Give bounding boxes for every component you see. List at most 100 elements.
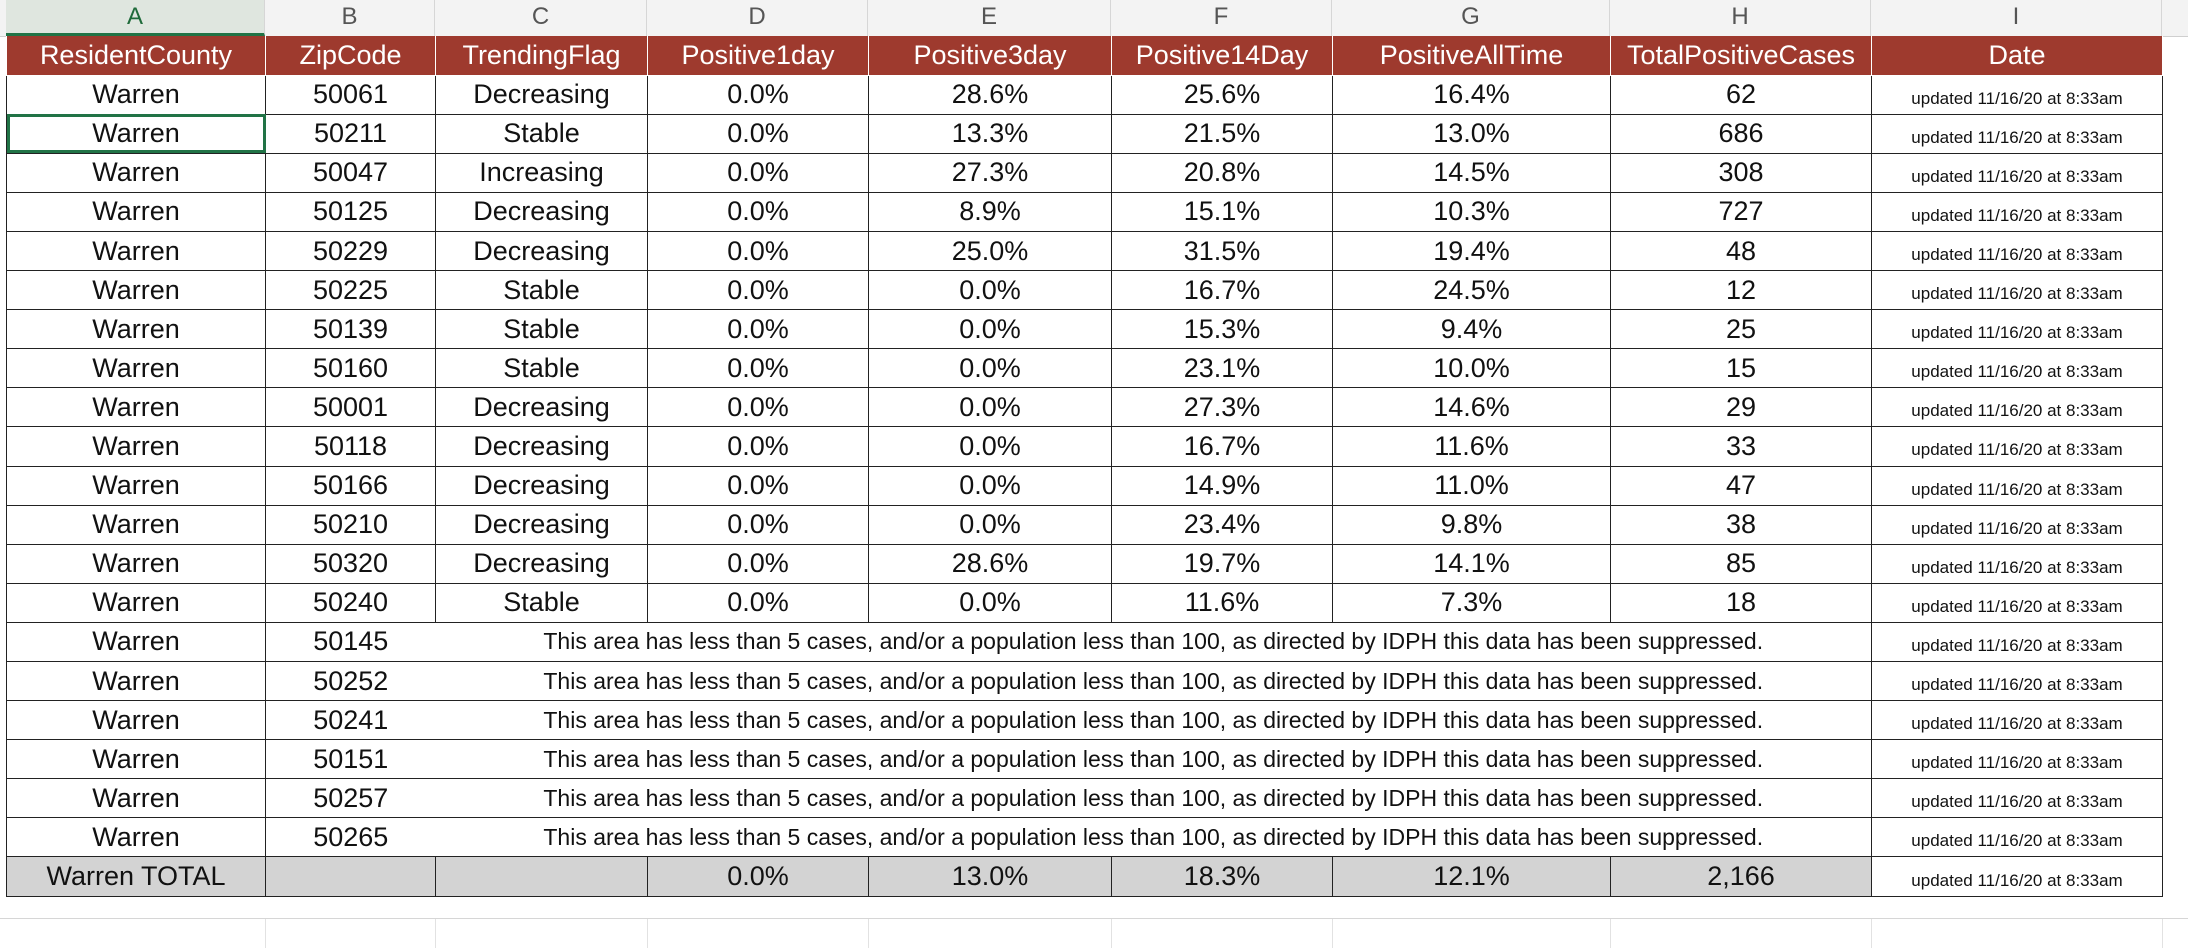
- cell-date[interactable]: updated 11/16/20 at 8:33am: [1871, 778, 2163, 819]
- cell-positive-3day[interactable]: 28.6%: [868, 543, 1112, 584]
- cell-positive-14day[interactable]: 19.7%: [1111, 543, 1333, 584]
- cell-zip-code[interactable]: 50145: [265, 621, 436, 663]
- cell-date[interactable]: updated 11/16/20 at 8:33am: [1871, 739, 2163, 780]
- cell-total-positive-cases[interactable]: 15: [1610, 348, 1872, 389]
- cell-date[interactable]: updated 11/16/20 at 8:33am: [1871, 817, 2163, 858]
- cell-zip-code[interactable]: 50001: [265, 387, 436, 428]
- cell-trending-flag[interactable]: Decreasing: [435, 426, 648, 467]
- cell-trending-flag[interactable]: Decreasing: [435, 543, 648, 584]
- cell-positive-all-time[interactable]: 7.3%: [1332, 582, 1611, 623]
- cell-positive-1day[interactable]: 0.0%: [647, 230, 869, 272]
- cell-trending-flag[interactable]: Decreasing: [435, 191, 648, 232]
- cell-positive-1day[interactable]: 0.0%: [647, 582, 869, 623]
- suppression-note[interactable]: This area has less than 5 cases, and/or …: [435, 660, 1872, 702]
- cell-positive-3day[interactable]: 0.0%: [868, 465, 1112, 506]
- cell-positive-1day[interactable]: 0.0%: [647, 152, 869, 193]
- cell-zip-code[interactable]: 50265: [265, 817, 436, 858]
- total-date[interactable]: updated 11/16/20 at 8:33am: [1871, 856, 2163, 897]
- cell-resident-county[interactable]: Warren: [6, 309, 266, 350]
- cell-zip-code[interactable]: 50061: [265, 74, 436, 115]
- cell-positive-all-time[interactable]: 9.4%: [1332, 309, 1611, 350]
- cell-positive-1day[interactable]: 0.0%: [647, 348, 869, 389]
- cell-positive-all-time[interactable]: 14.1%: [1332, 543, 1611, 584]
- cell-positive-all-time[interactable]: 10.0%: [1332, 348, 1611, 389]
- cell-zip-code[interactable]: 50225: [265, 270, 436, 311]
- cell-resident-county[interactable]: Warren: [6, 660, 266, 702]
- column-letter-i[interactable]: I: [1871, 0, 2162, 36]
- cell-positive-1day[interactable]: 0.0%: [647, 504, 869, 545]
- header-positive-14day[interactable]: Positive14Day: [1111, 36, 1333, 76]
- cell-resident-county[interactable]: Warren: [6, 504, 266, 545]
- cell-positive-3day[interactable]: 13.3%: [868, 113, 1112, 154]
- cell-date[interactable]: updated 11/16/20 at 8:33am: [1871, 191, 2163, 232]
- cell-positive-all-time[interactable]: 24.5%: [1332, 270, 1611, 311]
- cell-total-positive-cases[interactable]: 29: [1610, 387, 1872, 428]
- cell-resident-county[interactable]: Warren: [6, 74, 266, 115]
- total-zip-code[interactable]: [265, 856, 436, 897]
- cell-total-positive-cases[interactable]: 686: [1610, 113, 1872, 154]
- cell-positive-1day[interactable]: 0.0%: [647, 74, 869, 115]
- cell-trending-flag[interactable]: Stable: [435, 309, 648, 350]
- header-total-positive-cases[interactable]: TotalPositiveCases: [1610, 36, 1872, 76]
- cell-trending-flag[interactable]: Stable: [435, 582, 648, 623]
- cell-date[interactable]: updated 11/16/20 at 8:33am: [1871, 582, 2163, 623]
- cell-positive-1day[interactable]: 0.0%: [647, 543, 869, 584]
- cell-date[interactable]: updated 11/16/20 at 8:33am: [1871, 426, 2163, 467]
- cell-resident-county[interactable]: Warren: [6, 426, 266, 467]
- header-trending-flag[interactable]: TrendingFlag: [435, 36, 648, 76]
- cell-total-positive-cases[interactable]: 62: [1610, 74, 1872, 115]
- cell-total-positive-cases[interactable]: 38: [1610, 504, 1872, 545]
- cell-positive-14day[interactable]: 23.4%: [1111, 504, 1333, 545]
- cell-resident-county[interactable]: Warren: [6, 543, 266, 584]
- cell-zip-code[interactable]: 50047: [265, 152, 436, 193]
- suppression-note[interactable]: This area has less than 5 cases, and/or …: [435, 700, 1872, 741]
- cell-date[interactable]: updated 11/16/20 at 8:33am: [1871, 621, 2163, 663]
- cell-trending-flag[interactable]: Decreasing: [435, 387, 648, 428]
- column-letter-a[interactable]: A: [6, 0, 265, 36]
- cell-positive-all-time[interactable]: 14.6%: [1332, 387, 1611, 428]
- cell-zip-code[interactable]: 50240: [265, 582, 436, 623]
- cell-zip-code[interactable]: 50139: [265, 309, 436, 350]
- cell-positive-3day[interactable]: 8.9%: [868, 191, 1112, 232]
- cell-date[interactable]: updated 11/16/20 at 8:33am: [1871, 74, 2163, 115]
- cell-total-positive-cases[interactable]: 33: [1610, 426, 1872, 467]
- cell-date[interactable]: updated 11/16/20 at 8:33am: [1871, 113, 2163, 154]
- cell-positive-all-time[interactable]: 13.0%: [1332, 113, 1611, 154]
- column-letter-e[interactable]: E: [868, 0, 1111, 36]
- cell-positive-all-time[interactable]: 9.8%: [1332, 504, 1611, 545]
- cell-trending-flag[interactable]: Decreasing: [435, 504, 648, 545]
- cell-positive-all-time[interactable]: 14.5%: [1332, 152, 1611, 193]
- cell-trending-flag[interactable]: Stable: [435, 113, 648, 154]
- cell-total-positive-cases[interactable]: 47: [1610, 465, 1872, 506]
- cell-positive-14day[interactable]: 16.7%: [1111, 270, 1333, 311]
- cell-positive-1day[interactable]: 0.0%: [647, 465, 869, 506]
- cell-positive-14day[interactable]: 14.9%: [1111, 465, 1333, 506]
- column-letter-b[interactable]: B: [265, 0, 435, 36]
- cell-positive-3day[interactable]: 25.0%: [868, 230, 1112, 272]
- total-positive-3day[interactable]: 13.0%: [868, 856, 1112, 897]
- cell-total-positive-cases[interactable]: 85: [1610, 543, 1872, 584]
- column-letter-f[interactable]: F: [1111, 0, 1332, 36]
- suppression-note[interactable]: This area has less than 5 cases, and/or …: [435, 778, 1872, 819]
- header-resident-county[interactable]: ResidentCounty: [6, 36, 266, 76]
- cell-date[interactable]: updated 11/16/20 at 8:33am: [1871, 230, 2163, 272]
- cell-total-positive-cases[interactable]: 12: [1610, 270, 1872, 311]
- cell-positive-14day[interactable]: 11.6%: [1111, 582, 1333, 623]
- cell-positive-3day[interactable]: 0.0%: [868, 387, 1112, 428]
- cell-positive-all-time[interactable]: 10.3%: [1332, 191, 1611, 232]
- empty-row[interactable]: [0, 918, 2188, 948]
- header-positive-3day[interactable]: Positive3day: [868, 36, 1112, 76]
- total-resident-county[interactable]: Warren TOTAL: [6, 856, 266, 897]
- cell-positive-1day[interactable]: 0.0%: [647, 309, 869, 350]
- cell-date[interactable]: updated 11/16/20 at 8:33am: [1871, 152, 2163, 193]
- cell-date[interactable]: updated 11/16/20 at 8:33am: [1871, 504, 2163, 545]
- cell-resident-county[interactable]: Warren: [6, 465, 266, 506]
- cell-resident-county[interactable]: Warren: [6, 387, 266, 428]
- cell-positive-all-time[interactable]: 11.6%: [1332, 426, 1611, 467]
- cell-positive-all-time[interactable]: 11.0%: [1332, 465, 1611, 506]
- cell-positive-all-time[interactable]: 19.4%: [1332, 230, 1611, 272]
- cell-positive-1day[interactable]: 0.0%: [647, 426, 869, 467]
- cell-resident-county[interactable]: Warren: [6, 700, 266, 741]
- cell-total-positive-cases[interactable]: 25: [1610, 309, 1872, 350]
- cell-resident-county[interactable]: Warren: [6, 582, 266, 623]
